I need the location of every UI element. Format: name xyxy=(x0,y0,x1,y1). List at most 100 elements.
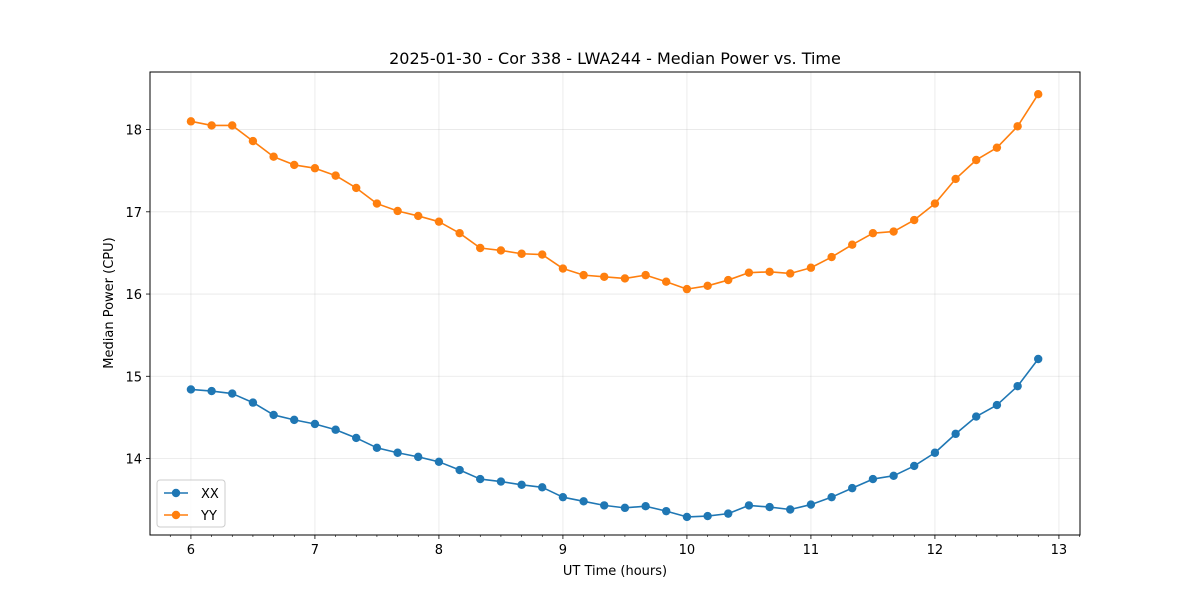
series-xx-point xyxy=(641,502,650,511)
series-yy-point xyxy=(290,160,299,170)
series-yy-point xyxy=(393,206,402,216)
series-yy-point xyxy=(248,136,258,146)
series-yy-point xyxy=(414,211,423,221)
series-yy-point xyxy=(972,155,981,165)
series-xx-point xyxy=(786,505,795,514)
axis-ticks: 6 7 8 9 10 11 12 13 14 15 16 17 18 xyxy=(125,124,1080,558)
series-yy-point xyxy=(744,268,754,277)
legend-yy-marker xyxy=(171,510,181,520)
series-yy-point xyxy=(538,250,547,259)
series-yy-point xyxy=(724,275,733,285)
y-tick-label: 16 xyxy=(125,288,142,303)
series-yy-point xyxy=(186,117,196,126)
series-xx-point xyxy=(827,492,836,502)
series-xx-point xyxy=(703,511,712,521)
series-xx-point xyxy=(228,389,237,398)
series-yy-point xyxy=(476,243,485,253)
series-yy-point xyxy=(434,217,444,226)
series-yy-point xyxy=(827,252,836,262)
series-yy-point xyxy=(765,267,774,277)
series-xx-point xyxy=(868,474,878,484)
series-yy-point xyxy=(331,171,340,180)
series-xx-point xyxy=(848,483,857,493)
series-yy xyxy=(186,90,1043,294)
series-xx-point xyxy=(579,497,588,506)
series-xx-point xyxy=(558,492,568,502)
x-tick-label: 6 xyxy=(187,543,195,558)
series-yy-point xyxy=(579,270,588,280)
series-xx-point xyxy=(414,452,423,462)
series-yy-point xyxy=(868,228,878,238)
series-yy-point xyxy=(455,228,464,238)
series-yy-point xyxy=(496,246,506,255)
series-yy-point xyxy=(1013,122,1022,131)
series-yy-point xyxy=(228,121,237,130)
series-yy-point xyxy=(1034,90,1043,99)
series-xx-point xyxy=(620,503,630,513)
legend-entries: XX YY xyxy=(164,487,219,524)
series-yy-point xyxy=(558,264,568,273)
x-tick-label: 13 xyxy=(1051,543,1068,558)
series-yy-point xyxy=(269,152,278,161)
series-yy-point xyxy=(951,174,960,184)
legend-xx-marker xyxy=(171,488,181,498)
series-xx-point xyxy=(724,509,733,518)
series-yy-point xyxy=(352,183,361,193)
series-xx-point xyxy=(290,415,299,425)
series-yy-point xyxy=(703,281,712,291)
series-yy-point xyxy=(641,270,650,280)
series-xx-point xyxy=(744,501,754,510)
x-tick-label: 12 xyxy=(927,543,944,558)
y-tick-label: 18 xyxy=(125,124,142,139)
series-xx-point xyxy=(517,480,526,490)
series-yy-point xyxy=(848,240,857,249)
grid xyxy=(150,72,1080,535)
series-xx-point xyxy=(269,410,278,420)
series-xx-point xyxy=(248,398,258,407)
series-xx-point xyxy=(889,471,898,480)
series-yy-point xyxy=(372,199,382,208)
series-yy-point xyxy=(517,249,526,258)
legend-yy-label: YY xyxy=(200,509,217,524)
series-xx-point xyxy=(662,506,671,516)
series-xx-point xyxy=(1034,354,1043,364)
series-yy-point xyxy=(806,263,816,272)
series-xx-point xyxy=(930,448,940,457)
series-layer xyxy=(186,90,1043,522)
series-xx-point xyxy=(455,465,464,475)
series-yy-point xyxy=(910,215,919,225)
y-tick-label: 15 xyxy=(125,370,142,385)
series-xx-point xyxy=(1013,381,1022,391)
series-xx-point xyxy=(207,386,216,396)
series-xx-point xyxy=(352,433,361,443)
series-xx-point xyxy=(331,425,340,434)
chart-title: 2025-01-30 - Cor 338 - LWA244 - Median P… xyxy=(389,49,841,68)
series-yy-point xyxy=(930,199,940,208)
series-yy-point xyxy=(682,284,692,294)
series-xx-point xyxy=(496,477,506,486)
series-yy-point xyxy=(662,277,671,286)
series-yy-point xyxy=(620,274,630,283)
series-xx-point xyxy=(372,443,382,453)
series-xx-point xyxy=(538,483,547,492)
plot-frame xyxy=(149,71,1081,536)
legend: XX YY xyxy=(156,479,226,528)
series-yy-point xyxy=(786,269,795,278)
series-xx-point xyxy=(310,419,320,429)
series-xx-point xyxy=(434,457,444,467)
legend-xx-label: XX xyxy=(201,487,219,502)
series-xx-point xyxy=(972,412,981,421)
y-tick-label: 14 xyxy=(125,453,142,468)
series-yy-point xyxy=(310,164,320,173)
x-tick-label: 10 xyxy=(679,543,696,558)
series-xx-point xyxy=(682,512,692,522)
series-xx-point xyxy=(600,501,609,510)
x-tick-label: 7 xyxy=(311,543,319,558)
y-tick-label: 17 xyxy=(125,206,142,221)
series-xx-point xyxy=(910,461,919,471)
series-xx-point xyxy=(476,474,485,484)
series-xx xyxy=(186,354,1043,522)
series-yy-point xyxy=(600,272,609,281)
x-tick-label: 11 xyxy=(803,543,820,558)
